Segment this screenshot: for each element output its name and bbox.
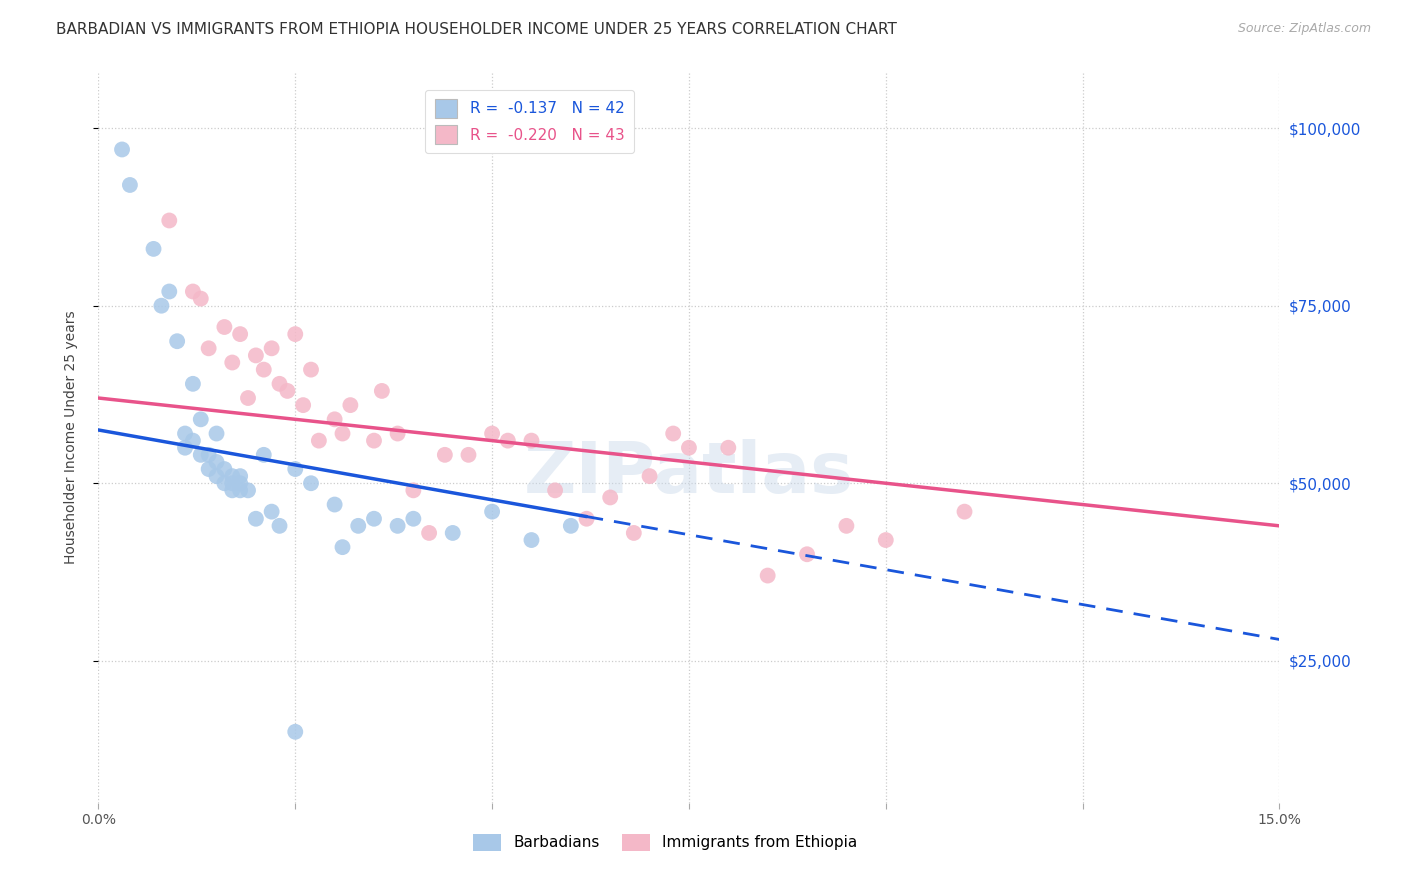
Point (157, 285, 180, 299)
Point (623, 525, 645, 540)
Point (875, 533, 897, 547)
Point (118, 178, 141, 192)
Point (363, 434, 385, 448)
Point (221, 483, 243, 498)
Y-axis label: Householder Income Under 25 years: Householder Income Under 25 years (63, 310, 77, 564)
Point (205, 469, 228, 483)
Point (441, 525, 464, 540)
Point (229, 483, 252, 498)
Text: ZIPatlas: ZIPatlas (524, 439, 853, 508)
Point (229, 469, 252, 483)
Point (181, 434, 204, 448)
Text: BARBADIAN VS IMMIGRANTS FROM ETHIOPIA HOUSEHOLDER INCOME UNDER 25 YEARS CORRELAT: BARBADIAN VS IMMIGRANTS FROM ETHIOPIA HO… (56, 22, 897, 37)
Point (332, 426, 354, 441)
Point (363, 512, 385, 526)
Point (150, 299, 173, 313)
Point (111, 143, 134, 157)
Point (292, 398, 315, 412)
Point (347, 519, 370, 533)
Point (181, 376, 204, 391)
Point (433, 448, 456, 462)
Point (269, 519, 291, 533)
Point (520, 533, 543, 547)
Point (284, 724, 307, 739)
Point (190, 412, 212, 426)
Point (197, 448, 219, 462)
Point (214, 320, 236, 334)
Point (481, 426, 503, 441)
Point (835, 519, 858, 533)
Point (323, 412, 346, 426)
Point (214, 462, 236, 476)
Point (221, 355, 243, 369)
Point (221, 469, 243, 483)
Point (190, 448, 212, 462)
Point (387, 426, 409, 441)
Point (245, 512, 267, 526)
Point (229, 327, 252, 342)
Point (229, 476, 252, 491)
Point (205, 426, 228, 441)
Point (717, 441, 740, 455)
Point (575, 512, 598, 526)
Point (269, 376, 291, 391)
Point (299, 476, 322, 491)
Point (402, 512, 425, 526)
Point (418, 525, 440, 540)
Point (387, 519, 409, 533)
Point (284, 462, 307, 476)
Point (197, 341, 219, 355)
Point (544, 483, 567, 498)
Point (205, 455, 228, 469)
Point (953, 505, 976, 519)
Point (678, 441, 700, 455)
Point (181, 285, 204, 299)
Point (236, 391, 259, 405)
Point (221, 476, 243, 491)
Point (276, 384, 298, 398)
Point (756, 568, 779, 582)
Point (174, 426, 197, 441)
Point (174, 441, 197, 455)
Point (520, 434, 543, 448)
Point (560, 519, 582, 533)
Point (190, 292, 212, 306)
Point (332, 540, 354, 554)
Point (323, 498, 346, 512)
Text: Source: ZipAtlas.com: Source: ZipAtlas.com (1237, 22, 1371, 36)
Point (496, 434, 519, 448)
Point (371, 384, 394, 398)
Point (260, 341, 283, 355)
Point (662, 426, 685, 441)
Point (253, 448, 276, 462)
Legend: Barbadians, Immigrants from Ethiopia: Barbadians, Immigrants from Ethiopia (467, 828, 863, 857)
Point (339, 398, 361, 412)
Point (402, 483, 425, 498)
Point (260, 505, 283, 519)
Point (796, 547, 818, 561)
Point (481, 505, 503, 519)
Point (166, 334, 188, 349)
Point (214, 476, 236, 491)
Point (457, 448, 479, 462)
Point (638, 469, 661, 483)
Point (599, 491, 621, 505)
Point (245, 348, 267, 362)
Point (299, 362, 322, 376)
Point (157, 213, 180, 227)
Point (284, 327, 307, 342)
Point (253, 362, 276, 376)
Point (197, 462, 219, 476)
Point (236, 483, 259, 498)
Point (308, 434, 330, 448)
Point (142, 242, 165, 256)
